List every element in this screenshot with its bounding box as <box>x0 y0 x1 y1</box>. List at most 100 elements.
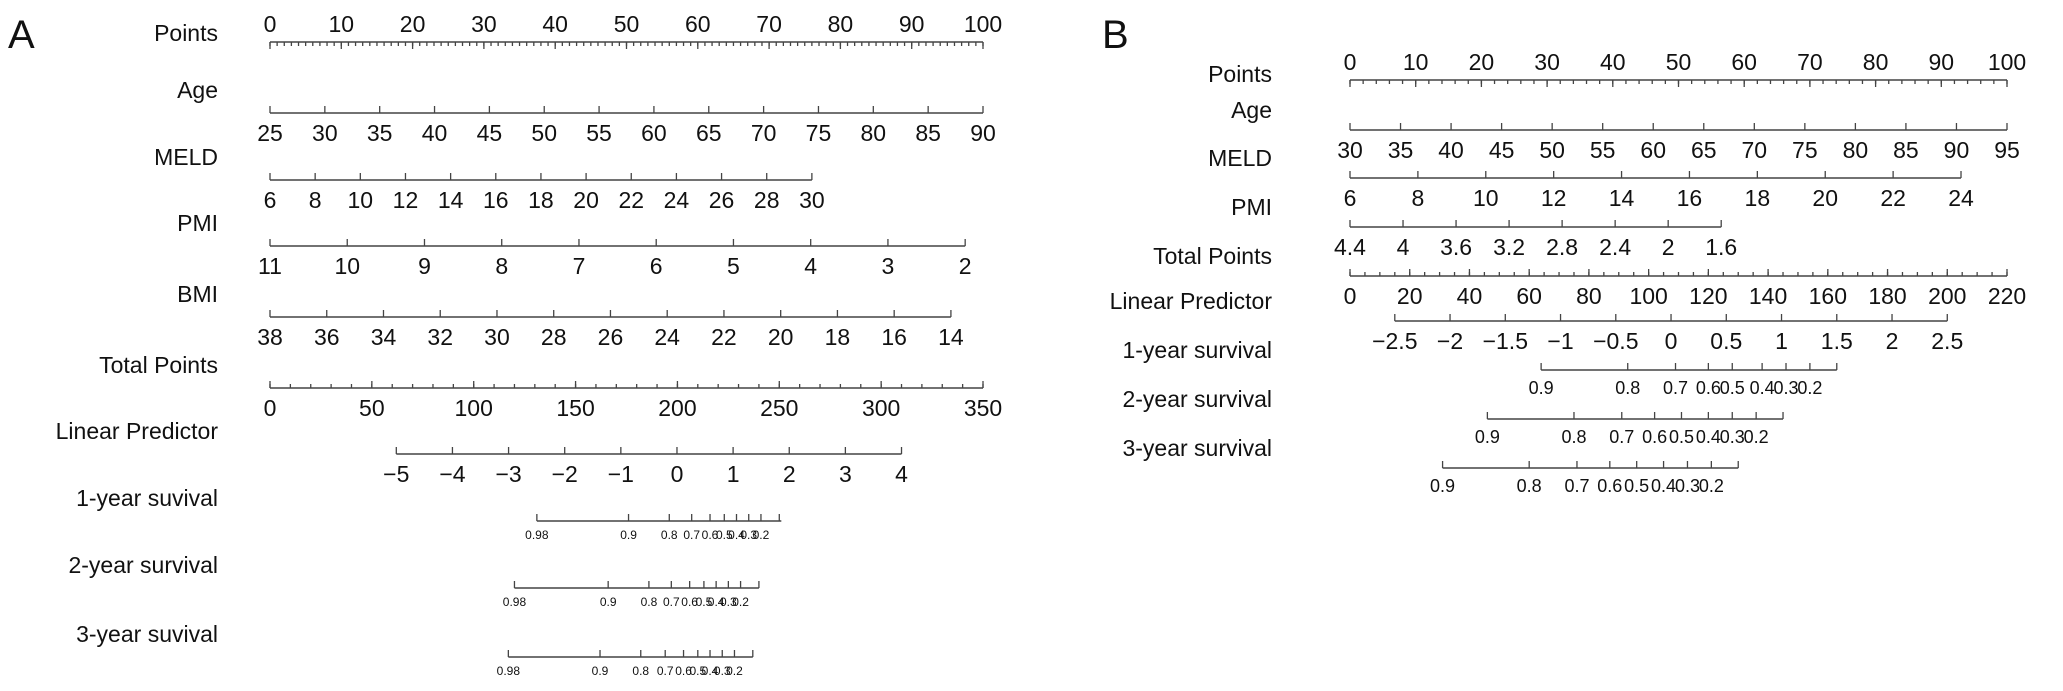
tick-label: 24 <box>654 324 680 350</box>
tick-label: 0.3 <box>1773 378 1798 398</box>
tick-label: 40 <box>1457 283 1483 309</box>
tick-label: 0.6 <box>675 664 692 678</box>
tick-label: 14 <box>938 324 964 350</box>
tick-label: 4.4 <box>1334 234 1366 260</box>
tick-label: 20 <box>1397 283 1423 309</box>
row-label: PMI <box>1231 194 1272 220</box>
tick-label: 0.98 <box>497 664 521 678</box>
row-label: MELD <box>154 144 218 170</box>
tick-label: 120 <box>1689 283 1727 309</box>
tick-label: 3.6 <box>1440 234 1472 260</box>
tick-label: 55 <box>586 120 612 146</box>
tick-label: 300 <box>862 395 900 421</box>
tick-label: 80 <box>1863 49 1889 75</box>
tick-label: 100 <box>964 11 1002 37</box>
tick-label: 1 <box>727 461 740 487</box>
tick-label: 20 <box>573 187 599 213</box>
tick-label: 75 <box>1792 137 1818 163</box>
tick-label: 180 <box>1868 283 1906 309</box>
tick-label: 90 <box>899 11 925 37</box>
tick-label: −2 <box>1437 328 1463 354</box>
tick-label: 0.9 <box>1529 378 1554 398</box>
tick-label: 0 <box>1665 328 1678 354</box>
tick-label: 40 <box>1600 49 1626 75</box>
tick-label: 0.4 <box>1750 378 1775 398</box>
tick-label: 30 <box>471 11 497 37</box>
tick-label: 16 <box>881 324 907 350</box>
tick-label: 350 <box>964 395 1002 421</box>
tick-label: −2 <box>552 461 578 487</box>
tick-label: 80 <box>861 120 887 146</box>
tick-label: 50 <box>531 120 557 146</box>
tick-label: 0.7 <box>657 664 674 678</box>
tick-label: 0.9 <box>600 595 617 609</box>
tick-label: 30 <box>799 187 825 213</box>
tick-label: 85 <box>915 120 941 146</box>
tick-label: −0.5 <box>1593 328 1638 354</box>
row-1-year-survival: 1-year survival 0.9 0.8 0.7 0.60.5 0.40.30.2 <box>1122 337 1838 398</box>
tick-label: 80 <box>828 11 854 37</box>
row-label: 3-year survival <box>1122 435 1272 461</box>
tick-label: 0.8 <box>1517 476 1542 496</box>
tick-label: 26 <box>709 187 735 213</box>
tick-label: 0.3 <box>720 595 737 609</box>
tick-label: 0.2 <box>732 595 749 609</box>
tick-label: 0.6 <box>1597 476 1622 496</box>
tick-label: 65 <box>696 120 722 146</box>
tick-label: 22 <box>1880 185 1906 211</box>
tick-label: 20 <box>1469 49 1495 75</box>
tick-label: −1 <box>1547 328 1573 354</box>
tick-label: 60 <box>685 11 711 37</box>
tick-label: 0.4 <box>708 595 725 609</box>
panel-letter-b: B <box>1102 13 1129 57</box>
tick-label: 22 <box>711 324 737 350</box>
tick-label: 0 <box>1344 49 1357 75</box>
tick-label: 0.8 <box>1561 427 1586 447</box>
tick-label: 4 <box>1397 234 1410 260</box>
row-label: 2-year survival <box>68 552 218 578</box>
row-label: Linear Predictor <box>56 418 219 444</box>
tick-label: 95 <box>1994 137 2020 163</box>
tick-label: 100 <box>455 395 493 421</box>
tick-label: 20 <box>1812 185 1838 211</box>
tick-label: 0.2 <box>1797 378 1822 398</box>
tick-label: 0.4 <box>728 528 745 542</box>
tick-label: 200 <box>1928 283 1966 309</box>
tick-label: 75 <box>806 120 832 146</box>
tick-label: 18 <box>825 324 851 350</box>
tick-label: 0.98 <box>525 528 549 542</box>
tick-label: 0.6 <box>1696 378 1721 398</box>
row-total-points: Total Points 0 50 100 150 200 250 300 350 <box>99 352 1002 421</box>
tick-label: 45 <box>477 120 503 146</box>
tick-label: 2 <box>1886 328 1899 354</box>
tick-label: 38 <box>257 324 283 350</box>
tick-label: 3 <box>882 253 895 279</box>
row-points: Points 0 10 20 30 40 50 60 70 80 90 100 <box>154 11 1002 49</box>
tick-label: 30 <box>1534 49 1560 75</box>
row-points: Points 0 10 20 30 40 50 60 70 80 90 100 <box>1208 49 2026 87</box>
tick-label: 25 <box>257 120 283 146</box>
row-label: Age <box>1231 97 1272 123</box>
tick-label: 0.7 <box>663 595 680 609</box>
row-pmi: PMI 4.4 4 3.6 3.2 2.8 2.4 2 1.6 <box>1231 194 1737 260</box>
row-1-year-suvival: 1-year suvival 0.98 0.9 0.8 0.7 0.60.50.40.30… <box>76 485 782 542</box>
tick-label: 0.6 <box>681 595 698 609</box>
tick-label: 60 <box>1731 49 1757 75</box>
tick-label: 6 <box>650 253 663 279</box>
tick-label: 3.2 <box>1493 234 1525 260</box>
tick-label: 80 <box>1843 137 1869 163</box>
tick-label: 50 <box>359 395 385 421</box>
tick-label: 100 <box>1629 283 1667 309</box>
tick-label: 2 <box>1662 234 1675 260</box>
tick-label: 28 <box>754 187 780 213</box>
row-linear-predictor: Linear Predictor −2.5 −2 −1.5 −1 −0.5 0 0.5 1 1.5… <box>1110 288 1964 354</box>
tick-label: 30 <box>1337 137 1363 163</box>
row-meld: MELD 6 8 10 12 14 16 18 20 22 24 <box>1208 145 1974 211</box>
tick-label: 70 <box>1797 49 1823 75</box>
tick-label: 22 <box>618 187 644 213</box>
tick-label: 9 <box>418 253 431 279</box>
tick-label: 1.6 <box>1705 234 1737 260</box>
row-meld: MELD 6 8 10 12 14 16 18 20 22 24 26 28 30 <box>154 144 825 213</box>
